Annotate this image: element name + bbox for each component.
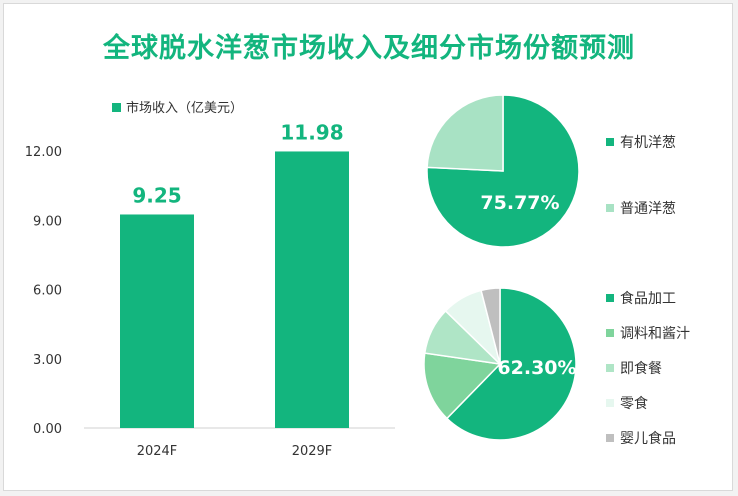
y-tick-label: 12.00 [25,145,62,160]
pie1-data-label: 75.77% [480,192,559,214]
pie2-legend-label: 即食餐 [620,360,662,377]
bar-value-label: 11.98 [280,120,343,144]
pie2-legend-swatch [606,399,614,407]
pie2-legend-swatch [606,294,614,302]
pie2-slice-调料和酱汁 [423,352,502,420]
pie2-legend-swatch [606,364,614,372]
pie2-slice-婴儿食品 [480,287,501,365]
pie1-legend-swatch [606,204,614,212]
pie2-data-label: 62.30% [497,357,576,379]
pie1-legend-swatch [606,138,614,146]
pie1-legend-label: 普通洋葱 [620,201,676,217]
pie1-slice-普通洋葱 [426,94,504,172]
bar-legend-label: 市场收入（亿美元） [126,100,243,116]
bar-value-label: 9.25 [132,183,181,207]
y-tick-label: 0.00 [33,422,62,437]
pie2-slice-食品加工 [445,287,577,441]
pie2-legend-swatch [606,434,614,442]
chart-title: 全球脱水洋葱市场收入及细分市场份额预测 [103,33,635,64]
bar-legend-swatch [112,103,121,112]
pie2-legend-label: 婴儿食品 [620,430,676,447]
pie1-legend-label: 有机洋葱 [620,135,676,151]
pie2-legend-label: 零食 [620,395,648,412]
y-tick-label: 3.00 [33,353,62,368]
y-tick-label: 6.00 [33,284,62,299]
bar-2029F [275,151,349,428]
y-tick-label: 9.00 [33,214,62,229]
x-tick-label: 2029F [292,444,333,459]
x-tick-label: 2024F [137,444,178,459]
pie2-legend-label: 调料和酱汁 [620,326,690,342]
pie2-legend-swatch [606,329,614,337]
bar-2024F [120,214,194,428]
pie2-legend-label: 食品加工 [620,290,676,307]
